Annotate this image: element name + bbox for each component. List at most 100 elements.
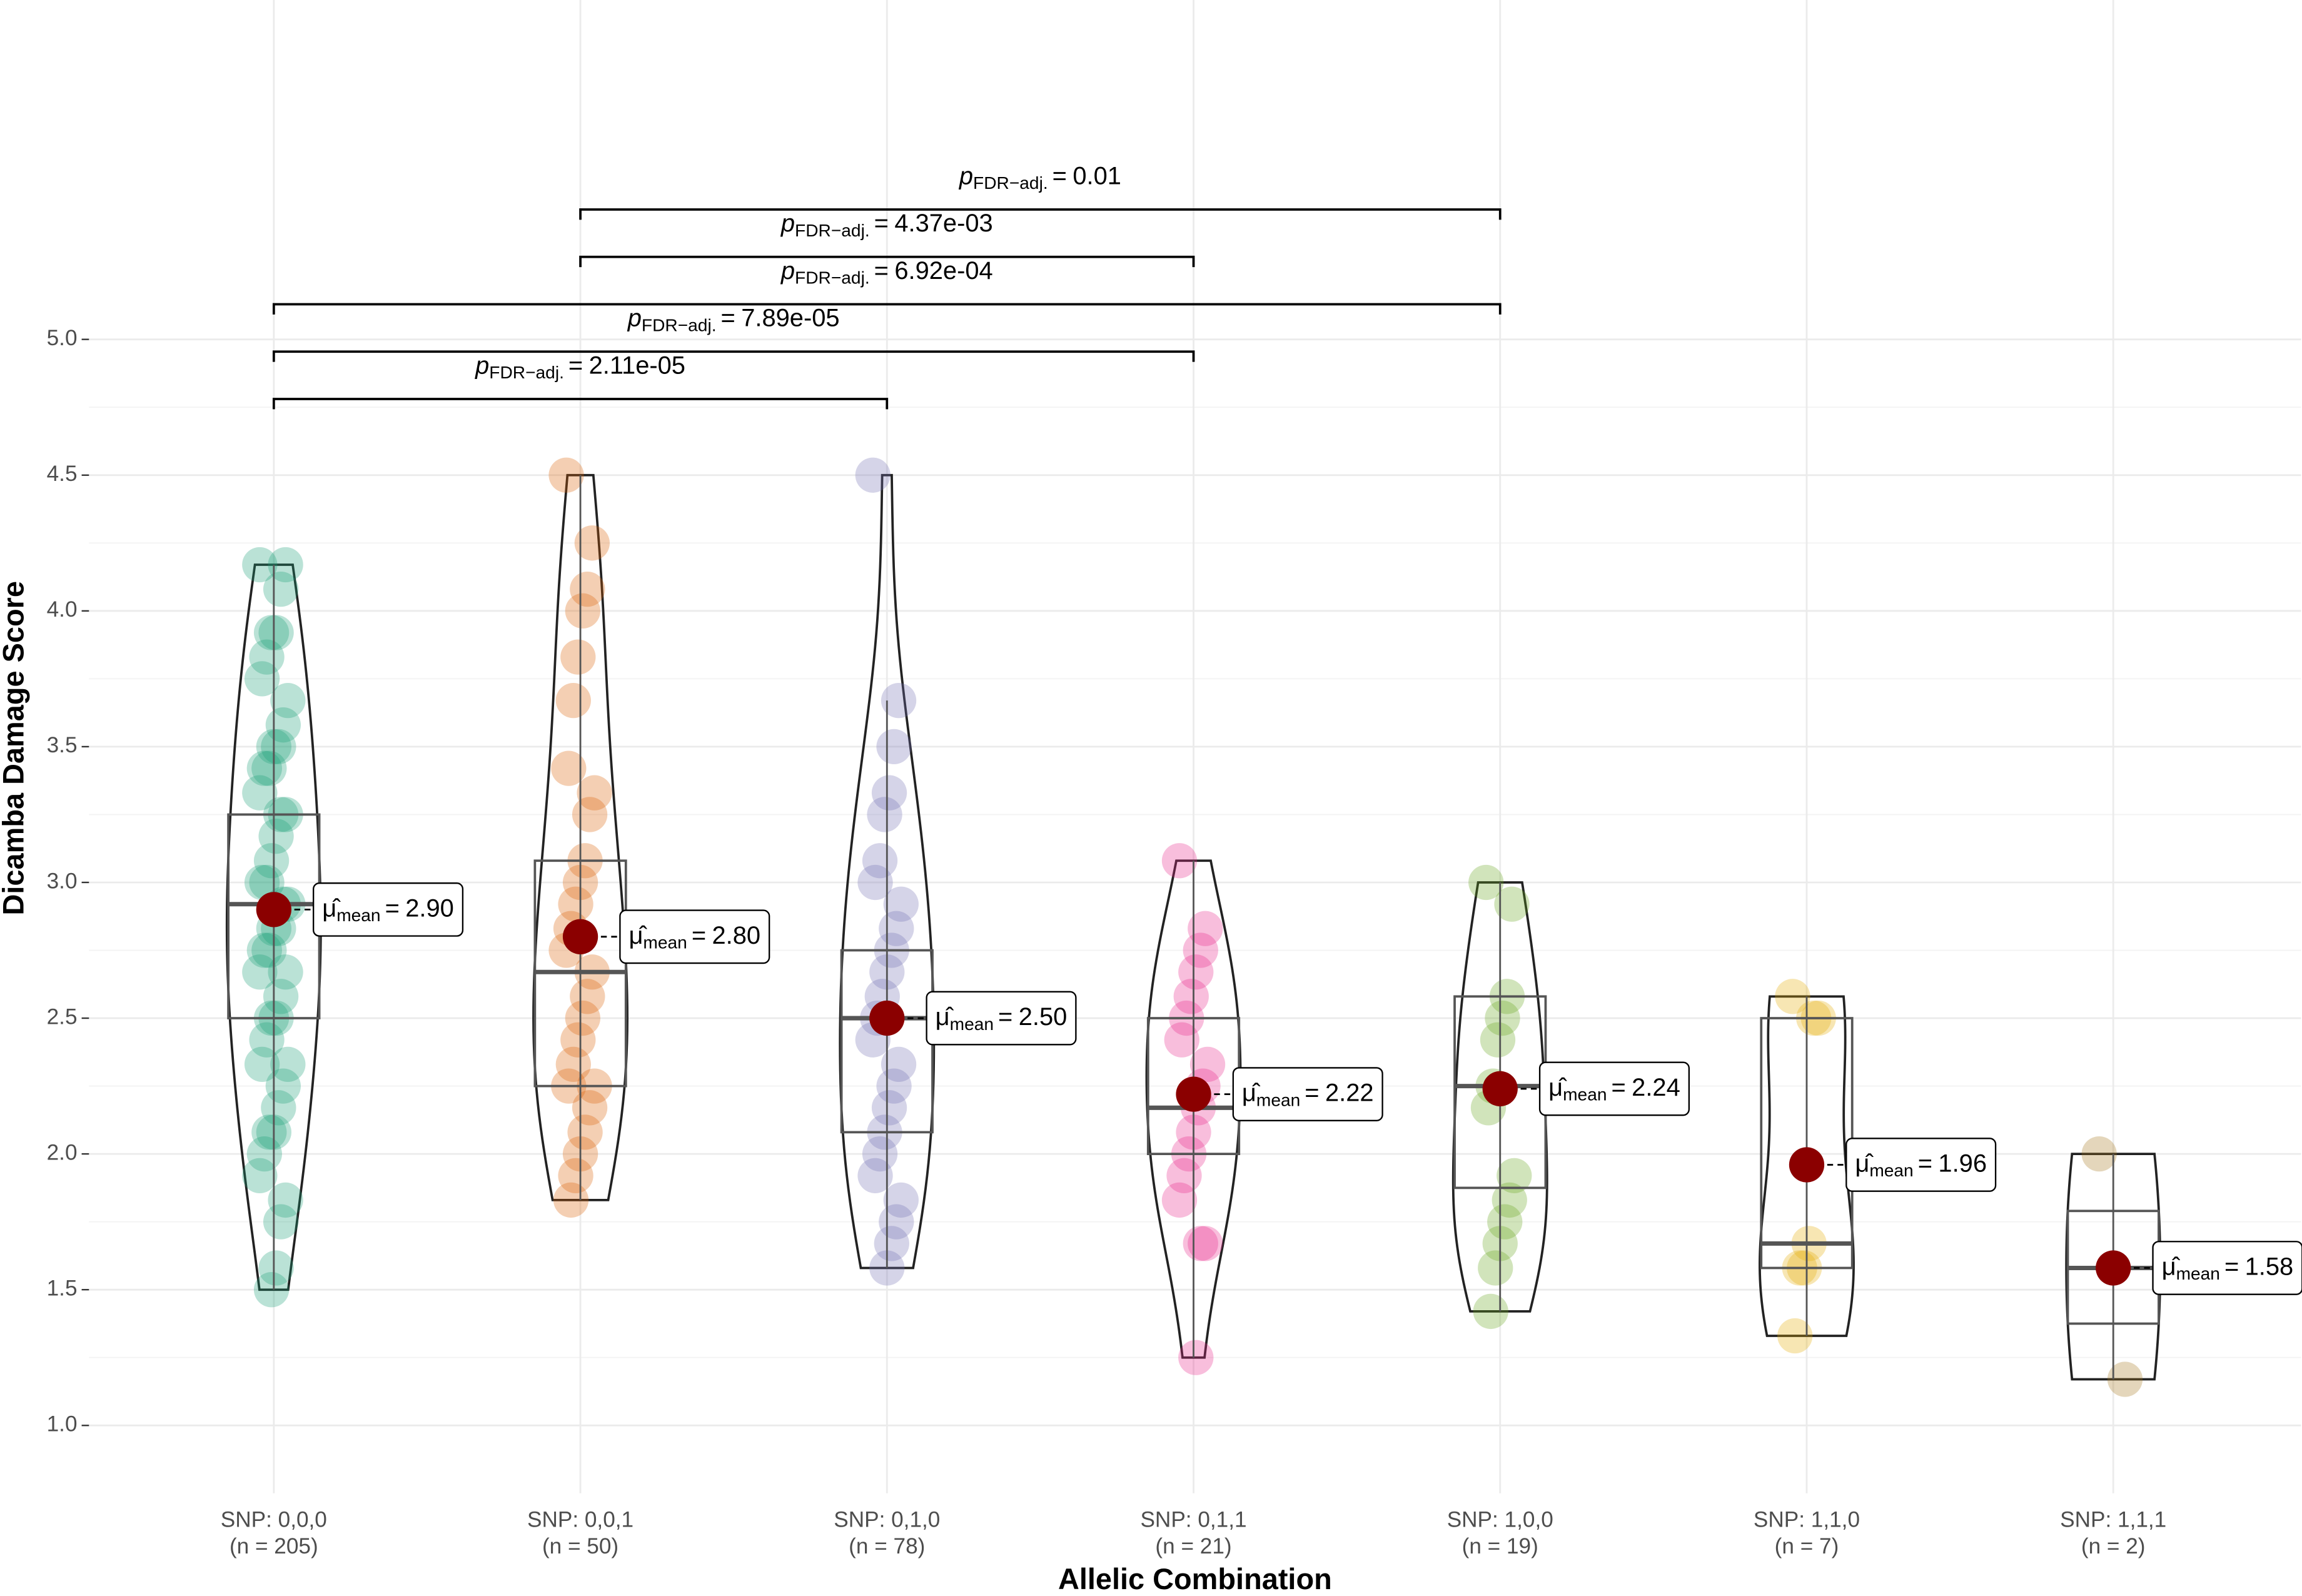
- x-tick-label: SNP: 0,1,0: [834, 1508, 940, 1532]
- violin: [1451, 881, 1548, 1313]
- label-part: mean: [643, 933, 687, 952]
- y-tick-label: 2.0: [47, 1140, 78, 1164]
- mean-label-box: [926, 991, 1077, 1046]
- data-point: [258, 819, 294, 854]
- data-point: [249, 1022, 285, 1058]
- comparison-bracket: [579, 208, 1502, 220]
- mean-point: [256, 892, 291, 927]
- data-point: [881, 682, 917, 719]
- data-point: [263, 979, 299, 1014]
- data-point: [1183, 1226, 1218, 1261]
- data-point: [1183, 932, 1218, 968]
- label-part: 1.96: [1938, 1149, 1987, 1177]
- label-part: mean: [1869, 1161, 1913, 1181]
- data-point: [857, 1158, 893, 1194]
- p-value-label: pFDR−adj. = 4.37e-03: [780, 210, 993, 241]
- mean-label-box: [1845, 1138, 1997, 1192]
- x-tick-n: (n = 205): [230, 1534, 318, 1558]
- label-part: =: [1305, 1079, 1319, 1106]
- data-point: [242, 954, 278, 990]
- data-point: [1178, 954, 1214, 990]
- data-point: [1178, 1340, 1214, 1375]
- mean-label-box: [312, 882, 464, 937]
- label-part: FDR−adj.: [489, 363, 564, 383]
- data-point: [244, 864, 280, 901]
- x-tick-label: SNP: 0,0,1: [527, 1508, 634, 1532]
- data-point: [857, 864, 893, 901]
- mean-label-box: [1232, 1067, 1383, 1122]
- data-point: [251, 1114, 287, 1150]
- comparison-bracket: [272, 398, 889, 410]
- label-part: mean: [1563, 1085, 1607, 1104]
- data-point: [268, 1182, 303, 1218]
- data-point: [2081, 1136, 2117, 1172]
- data-point: [258, 615, 294, 650]
- label-part: 7.89e-05: [741, 304, 839, 331]
- violin: [225, 563, 322, 1291]
- label-part: =: [385, 894, 400, 922]
- data-point: [1188, 1226, 1223, 1261]
- p-value-label: pFDR−adj. = 6.92e-04: [780, 256, 993, 288]
- y-tick-label: 2.5: [47, 1004, 78, 1029]
- data-point: [1775, 979, 1810, 1014]
- data-point: [874, 1226, 909, 1261]
- label-part: mean: [2176, 1265, 2220, 1284]
- p-value-label: pFDR−adj. = 7.89e-05: [627, 304, 840, 335]
- label-part: 2.90: [405, 894, 454, 922]
- data-point: [883, 886, 919, 922]
- data-point: [871, 1090, 907, 1126]
- x-tick-label: SNP: 1,0,0: [1447, 1508, 1553, 1532]
- label-part: =: [568, 351, 583, 379]
- data-point: [1161, 1182, 1198, 1218]
- x-tick-label: SNP: 0,1,1: [1140, 1508, 1246, 1532]
- y-tick-label: 1.5: [47, 1276, 78, 1300]
- data-point: [862, 843, 898, 879]
- data-point: [1497, 1158, 1532, 1194]
- label-part: 0.01: [1073, 162, 1121, 189]
- data-point: [1478, 1250, 1513, 1286]
- label-part: p: [780, 256, 795, 284]
- data-point: [242, 1158, 278, 1194]
- data-point: [555, 1046, 591, 1083]
- data-point: [570, 979, 605, 1014]
- x-tick-n: (n = 2): [2081, 1534, 2146, 1558]
- data-point: [244, 1046, 280, 1083]
- label-part: mean: [950, 1014, 994, 1034]
- label-part: FDR−adj.: [795, 221, 870, 240]
- mean-label-box: [1538, 1061, 1690, 1116]
- p-value-label: pFDR−adj. = 0.01: [959, 162, 1121, 193]
- label-part: 2.22: [1325, 1079, 1374, 1106]
- y-tick-label: 3.0: [47, 869, 78, 893]
- data-point: [1173, 979, 1209, 1014]
- data-point: [261, 1090, 296, 1126]
- comparison-bracket: [579, 255, 1195, 268]
- data-point: [577, 775, 612, 811]
- data-point: [242, 547, 278, 583]
- data-point: [876, 1068, 912, 1104]
- label-part: 2.24: [1632, 1073, 1680, 1101]
- y-tick-label: 1.0: [47, 1412, 78, 1437]
- label-part: 6.92e-04: [894, 256, 992, 284]
- data-point: [871, 775, 907, 811]
- label-part: p: [959, 162, 973, 189]
- label-part: =: [2224, 1253, 2239, 1280]
- data-point: [555, 682, 591, 719]
- data-point: [558, 886, 593, 922]
- data-point: [565, 593, 600, 629]
- label-part: =: [1053, 162, 1067, 189]
- data-point: [883, 1182, 919, 1218]
- label-part: =: [721, 304, 735, 331]
- data-point: [567, 1114, 603, 1150]
- data-point: [876, 729, 912, 765]
- data-point: [268, 547, 303, 583]
- x-tick-n: (n = 19): [1462, 1534, 1538, 1558]
- data-point: [551, 750, 587, 786]
- mean-label: μ̂mean = 1.58: [2162, 1253, 2294, 1284]
- data-point: [242, 775, 278, 811]
- data-point: [251, 750, 287, 786]
- label-part: 2.11e-05: [589, 351, 685, 379]
- label-part: p: [780, 210, 795, 237]
- x-tick-n: (n = 7): [1775, 1534, 1839, 1558]
- x-tick-label: SNP: 1,1,0: [1754, 1508, 1860, 1532]
